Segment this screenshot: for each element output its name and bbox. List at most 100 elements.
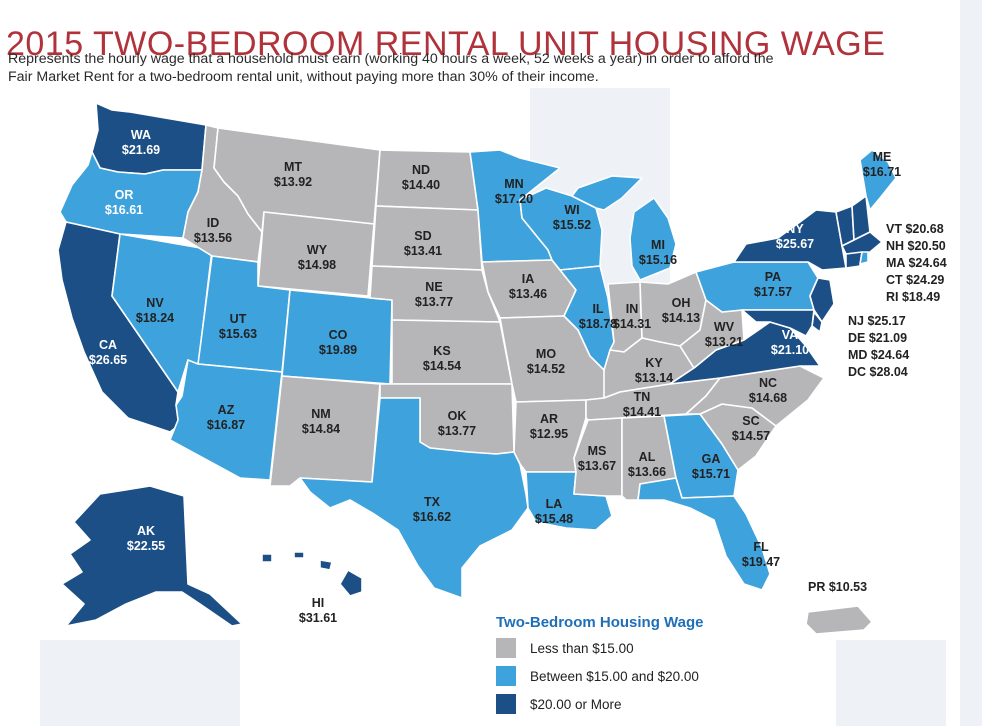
label-TX: TX $16.62	[413, 495, 451, 525]
label-AR: AR $12.95	[530, 412, 568, 442]
label-WV-code: WV	[713, 320, 735, 334]
label-MO-code: MO	[535, 347, 557, 361]
label-ME-value: $16.71	[862, 165, 902, 179]
label-OR: OR $16.61	[105, 188, 143, 218]
label-WY: WY $14.98	[298, 243, 336, 273]
label-OH-code: OH	[671, 296, 691, 310]
label-CO-code: CO	[328, 328, 348, 342]
label-SC-value: $14.57	[731, 429, 771, 443]
label-IN-code: IN	[625, 302, 639, 316]
state-HI-kauai[interactable]	[261, 553, 273, 563]
label-KY-code: KY	[645, 356, 663, 370]
label-KY: KY $13.14	[635, 356, 673, 386]
label-CA: CA $26.65	[89, 338, 127, 368]
label-PA: PA $17.57	[754, 270, 792, 300]
label-WA-value: $21.69	[121, 143, 161, 157]
state-HI[interactable]	[339, 569, 363, 597]
side-label-pr: PR $10.53	[808, 580, 868, 594]
state-MI[interactable]	[571, 175, 643, 211]
label-UT-code: UT	[229, 312, 247, 326]
label-OK-value: $13.77	[437, 424, 477, 438]
label-SC-code: SC	[742, 414, 760, 428]
label-PA-code: PA	[764, 270, 782, 284]
subtitle-line-2: Fair Market Rent for a two-bedroom renta…	[8, 69, 599, 85]
label-MN-value: $17.20	[494, 192, 534, 206]
label-KY-value: $13.14	[634, 371, 674, 385]
label-TN: TN $14.41	[623, 390, 661, 420]
label-LA-value: $15.48	[534, 512, 574, 526]
state-TX[interactable]	[299, 397, 529, 599]
label-VA-value: $21.10	[770, 343, 810, 357]
label-IL-value: $18.78	[578, 317, 618, 331]
label-WI-value: $15.52	[552, 218, 592, 232]
label-IA: IA $13.46	[509, 272, 547, 302]
label-IA-code: IA	[521, 272, 535, 286]
label-MI-code: MI	[651, 238, 665, 252]
map-subtitle: Represents the hourly wage that a househ…	[8, 50, 908, 86]
label-NC-code: NC	[758, 376, 778, 390]
legend-item-low: Less than $15.00	[488, 637, 738, 659]
state-RI[interactable]	[859, 251, 869, 265]
state-PR[interactable]	[805, 605, 873, 635]
background-band	[836, 640, 946, 726]
label-NM-code: NM	[311, 407, 331, 421]
label-AL-code: AL	[638, 450, 656, 464]
label-HI-value: $31.61	[298, 611, 338, 625]
state-MD[interactable]	[741, 309, 815, 337]
state-WY[interactable]	[257, 211, 375, 297]
label-NC-value: $14.68	[748, 391, 788, 405]
label-AR-value: $12.95	[529, 427, 569, 441]
side-label-vt: VT $20.68	[886, 222, 944, 236]
label-KS-value: $14.54	[422, 359, 462, 373]
state-HI-maui[interactable]	[319, 559, 333, 571]
legend-swatch-high	[496, 694, 516, 714]
legend-swatch-mid	[496, 666, 516, 686]
legend-item-high: $20.00 or More	[488, 693, 738, 715]
label-AZ: AZ $16.87	[207, 403, 245, 433]
side-label-ct: CT $24.29	[886, 273, 945, 287]
label-AK-value: $22.55	[126, 539, 166, 553]
label-NV-code: NV	[146, 296, 164, 310]
legend-label-high: $20.00 or More	[530, 696, 622, 712]
label-WA-code: WA	[130, 128, 152, 142]
label-ID: ID $13.56	[194, 216, 232, 246]
label-AZ-code: AZ	[217, 403, 235, 417]
side-label-ma: MA $24.64	[886, 256, 947, 270]
label-AL-value: $13.66	[627, 465, 667, 479]
label-NE-value: $13.77	[414, 295, 454, 309]
label-SD-code: SD	[414, 229, 432, 243]
state-MI-lower[interactable]	[629, 197, 677, 281]
label-IL: IL $18.78	[579, 302, 617, 332]
label-NV-value: $18.24	[135, 311, 175, 325]
label-MI-value: $15.16	[638, 253, 678, 267]
label-NM: NM $14.84	[302, 407, 340, 437]
state-IL[interactable]	[559, 265, 615, 371]
state-FL[interactable]	[637, 477, 771, 591]
label-WA: WA $21.69	[122, 128, 160, 158]
label-ND-code: ND	[411, 163, 431, 177]
label-WV-value: $13.21	[704, 335, 744, 349]
state-ME[interactable]	[859, 149, 897, 211]
label-WI: WI $15.52	[553, 203, 591, 233]
label-NM-value: $14.84	[301, 422, 341, 436]
side-label-dc: DC $28.04	[848, 365, 908, 379]
label-LA: LA $15.48	[535, 497, 573, 527]
label-WY-code: WY	[306, 243, 328, 257]
label-ID-code: ID	[206, 216, 220, 230]
legend-swatch-low	[496, 638, 516, 658]
label-FL-code: FL	[753, 540, 769, 554]
map-title: 2015 TWO-BEDROOM RENTAL UNIT HOUSING WAG…	[6, 24, 886, 63]
label-AZ-value: $16.87	[206, 418, 246, 432]
label-IA-value: $13.46	[508, 287, 548, 301]
state-AK[interactable]	[61, 485, 243, 627]
label-PA-value: $17.57	[753, 285, 793, 299]
state-HI-oahu[interactable]	[293, 551, 305, 559]
state-CT[interactable]	[845, 251, 863, 269]
label-AK-code: AK	[136, 524, 156, 538]
label-AR-code: AR	[539, 412, 559, 426]
side-label-ri: RI $18.49	[886, 290, 941, 304]
label-ME-code: ME	[872, 150, 892, 164]
label-TX-code: TX	[424, 495, 440, 509]
label-NC: NC $14.68	[749, 376, 787, 406]
side-label-de: DE $21.09	[848, 331, 908, 345]
